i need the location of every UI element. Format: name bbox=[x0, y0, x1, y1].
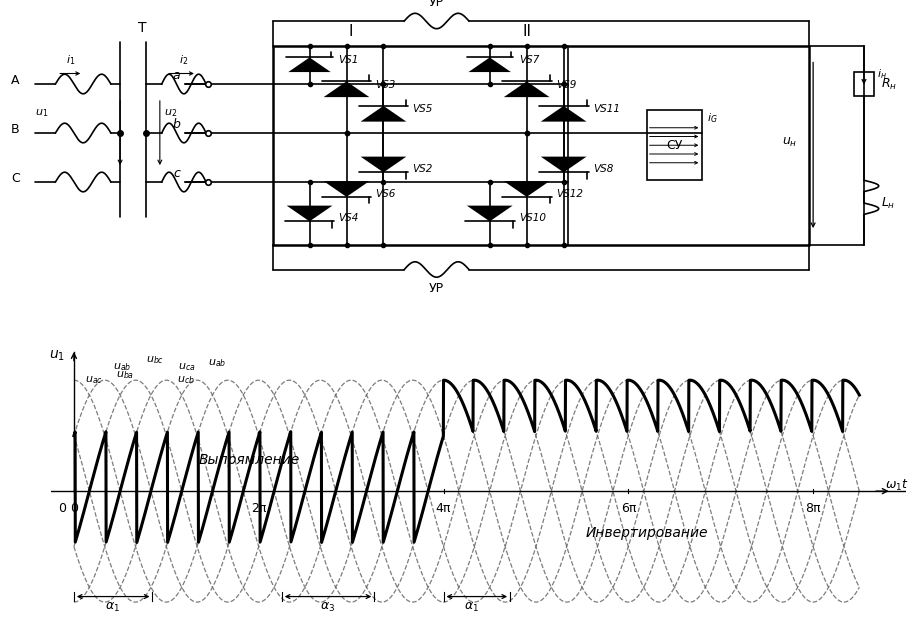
Text: $u_{ba}$: $u_{ba}$ bbox=[116, 369, 134, 381]
Polygon shape bbox=[323, 81, 370, 97]
Text: 4π: 4π bbox=[436, 503, 451, 515]
Text: VS9: VS9 bbox=[555, 79, 577, 89]
Polygon shape bbox=[323, 181, 370, 197]
Polygon shape bbox=[504, 81, 550, 97]
Polygon shape bbox=[360, 157, 407, 172]
Text: $\alpha_1$: $\alpha_1$ bbox=[105, 601, 120, 614]
Text: $i_н$: $i_н$ bbox=[877, 67, 887, 81]
Bar bbox=[647, 110, 702, 180]
Text: B: B bbox=[11, 123, 19, 136]
Text: $i_1$: $i_1$ bbox=[66, 53, 75, 67]
Text: $u_{ab}$: $u_{ab}$ bbox=[113, 361, 131, 372]
Text: A: A bbox=[11, 74, 19, 87]
Text: VS12: VS12 bbox=[555, 189, 583, 199]
Text: УР: УР bbox=[429, 0, 444, 9]
Text: c: c bbox=[174, 167, 180, 180]
Polygon shape bbox=[541, 106, 587, 122]
Polygon shape bbox=[468, 58, 511, 72]
Text: VS6: VS6 bbox=[375, 189, 396, 199]
Polygon shape bbox=[467, 206, 513, 221]
Text: $\alpha_1$: $\alpha_1$ bbox=[464, 601, 479, 614]
Text: 8π: 8π bbox=[806, 503, 821, 515]
Polygon shape bbox=[288, 58, 331, 72]
Text: 0: 0 bbox=[58, 503, 66, 515]
Polygon shape bbox=[360, 106, 407, 122]
Text: 0: 0 bbox=[70, 503, 78, 515]
Text: VS1: VS1 bbox=[339, 55, 359, 65]
Text: VS10: VS10 bbox=[519, 213, 546, 223]
Polygon shape bbox=[286, 206, 333, 221]
Text: $\omega_1 t$: $\omega_1 t$ bbox=[885, 478, 909, 493]
Text: $u_2$: $u_2$ bbox=[164, 107, 177, 119]
Text: $u_{bc}$: $u_{bc}$ bbox=[146, 354, 164, 366]
Text: $R_н$: $R_н$ bbox=[881, 76, 896, 91]
Text: $u_{ac}$: $u_{ac}$ bbox=[85, 374, 103, 386]
Text: a: a bbox=[173, 69, 180, 82]
Polygon shape bbox=[541, 157, 587, 172]
Text: $\alpha_3$: $\alpha_3$ bbox=[321, 601, 335, 614]
Text: 2π: 2π bbox=[251, 503, 266, 515]
Text: $i_2$: $i_2$ bbox=[179, 53, 188, 67]
Text: VS2: VS2 bbox=[412, 164, 433, 174]
Text: $u_{ca}$: $u_{ca}$ bbox=[177, 361, 196, 372]
Text: I: I bbox=[349, 24, 353, 39]
Text: Инвертирование: Инвертирование bbox=[586, 526, 708, 540]
Text: T: T bbox=[138, 21, 147, 34]
Text: СУ: СУ bbox=[666, 139, 683, 152]
Text: УР: УР bbox=[429, 282, 444, 295]
Text: $u_{cb}$: $u_{cb}$ bbox=[176, 374, 195, 386]
Text: 6π: 6π bbox=[621, 503, 636, 515]
Text: C: C bbox=[11, 172, 19, 185]
Text: b: b bbox=[172, 118, 180, 131]
Text: VS3: VS3 bbox=[375, 79, 396, 89]
Text: VS11: VS11 bbox=[593, 104, 620, 114]
Text: $u_{ab}$: $u_{ab}$ bbox=[208, 357, 226, 369]
Polygon shape bbox=[504, 181, 550, 197]
Text: VS4: VS4 bbox=[339, 213, 359, 223]
Text: $L_н$: $L_н$ bbox=[881, 196, 895, 211]
Bar bbox=[854, 72, 874, 96]
Text: $u_н$: $u_н$ bbox=[782, 136, 797, 149]
Text: VS5: VS5 bbox=[412, 104, 433, 114]
Text: $i_G$: $i_G$ bbox=[707, 111, 718, 124]
Text: $u_1$: $u_1$ bbox=[35, 107, 48, 119]
Text: Выпрямление: Выпрямление bbox=[199, 453, 300, 467]
Text: VS8: VS8 bbox=[593, 164, 614, 174]
Text: $u_1$: $u_1$ bbox=[49, 349, 66, 363]
Text: II: II bbox=[522, 24, 531, 39]
Text: VS7: VS7 bbox=[519, 55, 540, 65]
